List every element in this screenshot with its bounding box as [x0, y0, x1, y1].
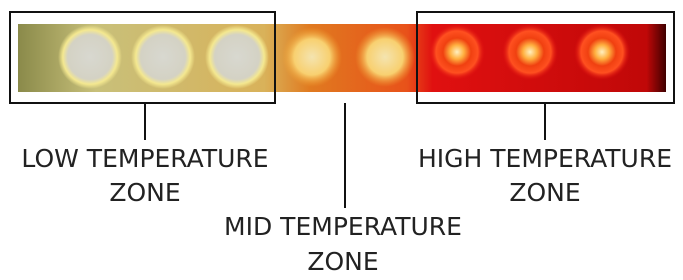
page: LOW TEMPERATURE ZONE MID TEMPERATURE ZON…: [0, 0, 683, 280]
zone-label: HIGH TEMPERATURE: [418, 144, 672, 173]
led-strip: [18, 24, 666, 92]
zone-label: MID TEMPERATURE: [224, 212, 462, 241]
figure: LOW TEMPERATURE ZONE MID TEMPERATURE ZON…: [0, 0, 683, 280]
zone-label: ZONE: [109, 178, 180, 207]
zone-label: ZONE: [307, 247, 378, 276]
zone-label: ZONE: [509, 178, 580, 207]
zone-label: LOW TEMPERATURE: [21, 144, 268, 173]
